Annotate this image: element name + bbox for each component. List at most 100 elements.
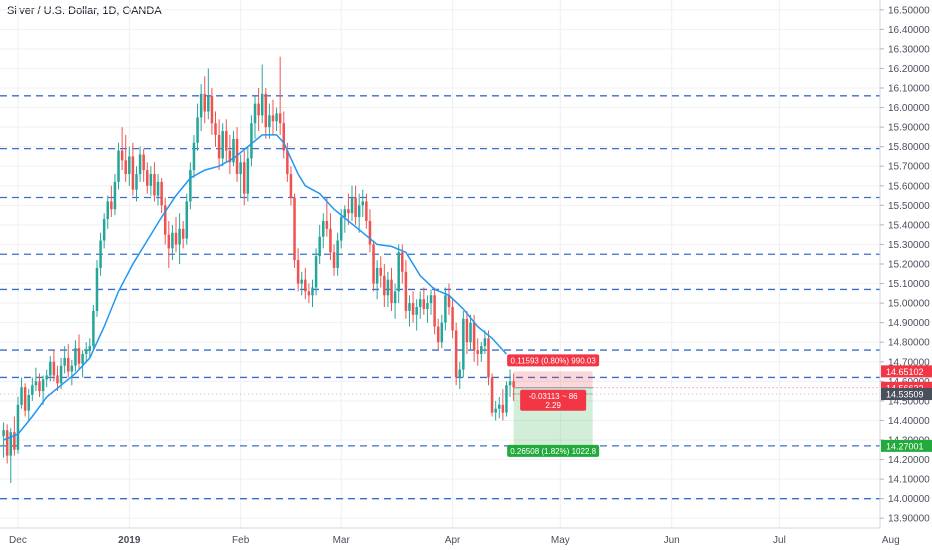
candle-body	[142, 154, 145, 171]
candle-body	[375, 267, 379, 284]
candle-body	[34, 381, 38, 386]
candle-body	[242, 162, 246, 194]
candle	[2, 422, 5, 458]
candle	[372, 240, 375, 292]
candle-body	[156, 181, 160, 196]
candle-body	[232, 138, 235, 163]
candle	[34, 367, 38, 392]
price-axis: 13.9000014.0000014.1000014.2000014.30000…	[879, 0, 932, 550]
candle	[120, 127, 124, 171]
candle	[66, 344, 70, 378]
y-tick-label: 14.90000	[888, 318, 930, 329]
target-label-bg	[507, 444, 600, 457]
candle	[329, 213, 332, 261]
candle-body	[322, 220, 325, 237]
candle	[512, 373, 515, 401]
candle-body	[102, 219, 106, 241]
candle	[88, 338, 92, 358]
candle-body	[451, 307, 454, 331]
x-tick-label: Feb	[232, 535, 250, 546]
candle-body	[63, 357, 66, 366]
x-tick-label: Mar	[333, 535, 351, 546]
candle	[505, 381, 508, 417]
candle-body	[84, 350, 88, 354]
candle	[433, 287, 436, 335]
candle	[110, 185, 113, 218]
candle	[368, 209, 372, 253]
x-tick-label: Jul	[773, 535, 786, 546]
candle	[153, 162, 156, 202]
candle-body	[429, 295, 433, 304]
y-tick-label: 15.80000	[888, 142, 930, 153]
candle-body	[350, 197, 354, 214]
candle	[444, 287, 447, 331]
candle	[49, 355, 52, 382]
candle-body	[199, 93, 203, 118]
y-tick-label: 15.70000	[888, 162, 930, 173]
candle	[436, 318, 440, 351]
candle-body	[23, 387, 27, 411]
candle-body	[120, 150, 124, 161]
target-label-text: 0.26508 (1.82%) 1022.8	[510, 447, 596, 456]
candle	[45, 369, 48, 388]
candle	[149, 166, 153, 196]
candle-body	[368, 220, 372, 245]
y-tick-label: 15.20000	[888, 260, 930, 271]
candle	[70, 359, 74, 386]
y-tick-label: 13.90000	[888, 514, 930, 525]
candle	[135, 166, 138, 202]
x-tick-label: Aug	[882, 535, 900, 546]
price-tag-bg	[881, 388, 932, 401]
candle-body	[404, 271, 408, 311]
candle-body	[268, 115, 271, 128]
candle	[242, 150, 246, 206]
candle-body	[379, 267, 382, 276]
candle	[282, 111, 286, 159]
candle	[16, 396, 20, 454]
candle-body	[171, 232, 174, 249]
candle	[469, 314, 472, 351]
candle	[232, 131, 235, 167]
y-tick-label: 16.10000	[888, 84, 930, 95]
candle-body	[153, 174, 156, 196]
candles	[2, 56, 515, 484]
candle	[447, 283, 451, 315]
candle	[52, 350, 56, 382]
candle-body	[56, 375, 59, 384]
candle-body	[196, 117, 199, 143]
candle	[63, 346, 66, 374]
candle	[239, 154, 242, 198]
time-axis-bg	[0, 528, 880, 550]
candle	[487, 330, 490, 386]
candle-body	[465, 318, 469, 343]
y-tick-label: 14.20000	[888, 455, 930, 466]
candle	[128, 146, 131, 186]
candle	[379, 256, 382, 288]
y-tick-label: 15.60000	[888, 181, 930, 192]
candle	[275, 107, 278, 132]
candle-body	[20, 387, 23, 405]
candle-body	[253, 103, 257, 124]
candle-body	[271, 115, 275, 122]
candle	[289, 166, 293, 206]
candle	[314, 248, 318, 296]
candle	[311, 279, 314, 308]
candle	[92, 305, 95, 351]
candle	[260, 64, 264, 124]
candle-body	[307, 291, 311, 296]
candle-body	[124, 160, 127, 175]
y-tick-label: 16.20000	[888, 64, 930, 75]
y-tick-label: 14.80000	[888, 338, 930, 349]
candle-body	[207, 95, 210, 112]
y-tick-label: 14.50000	[888, 396, 930, 407]
candle-body	[192, 142, 196, 171]
candle-body	[343, 209, 347, 218]
candle-body	[365, 201, 368, 221]
candle	[440, 314, 444, 349]
y-tick-label: 15.10000	[888, 279, 930, 290]
candle	[117, 142, 120, 190]
candle-body	[314, 256, 318, 288]
candle	[426, 295, 429, 323]
